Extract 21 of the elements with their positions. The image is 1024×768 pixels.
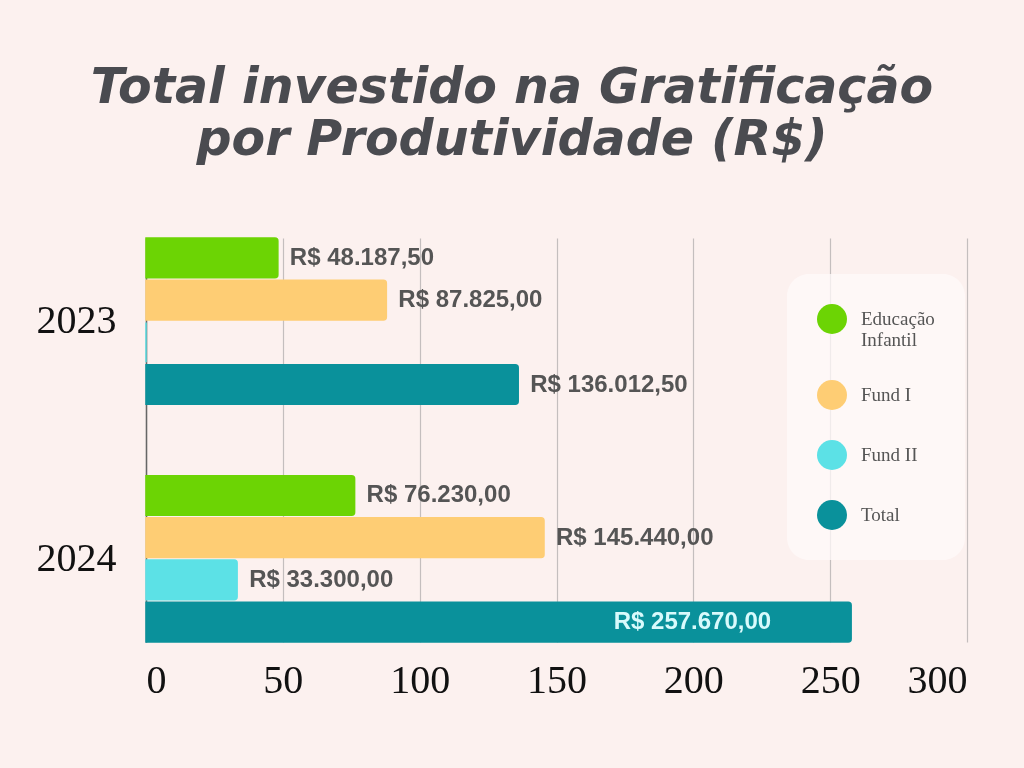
x-tick-label: 0	[146, 656, 167, 702]
legend-label: Total	[861, 504, 900, 525]
x-tick-label: 250	[800, 656, 861, 702]
data-label: R$ 48.187,50	[289, 242, 434, 270]
data-label: R$ 145.440,00	[556, 522, 714, 550]
data-label: R$ 76.230,00	[366, 480, 511, 508]
x-tick-label: 200	[663, 656, 724, 702]
legend-label: Educação Infantil	[861, 308, 935, 350]
data-label: R$ 136.012,50	[530, 369, 688, 397]
chart-title: Total investido na Gratificação por Produtividade (R$)	[90, 58, 934, 168]
x-tick-label: 300	[907, 656, 968, 702]
y-tick-label: 2023	[36, 297, 117, 343]
data-label: R$ 87.825,00	[398, 285, 543, 313]
x-tick-label: 150	[527, 656, 587, 702]
y-tick-label: 2024	[36, 534, 117, 580]
data-label: R$ 33.300,00	[249, 564, 394, 592]
x-tick-label: 100	[390, 656, 451, 702]
data-label: R$ 257.670,00	[613, 607, 772, 635]
legend-label: Fund I	[861, 384, 912, 405]
x-tick-label: 50	[263, 656, 304, 702]
legend-label: Fund II	[861, 444, 918, 465]
